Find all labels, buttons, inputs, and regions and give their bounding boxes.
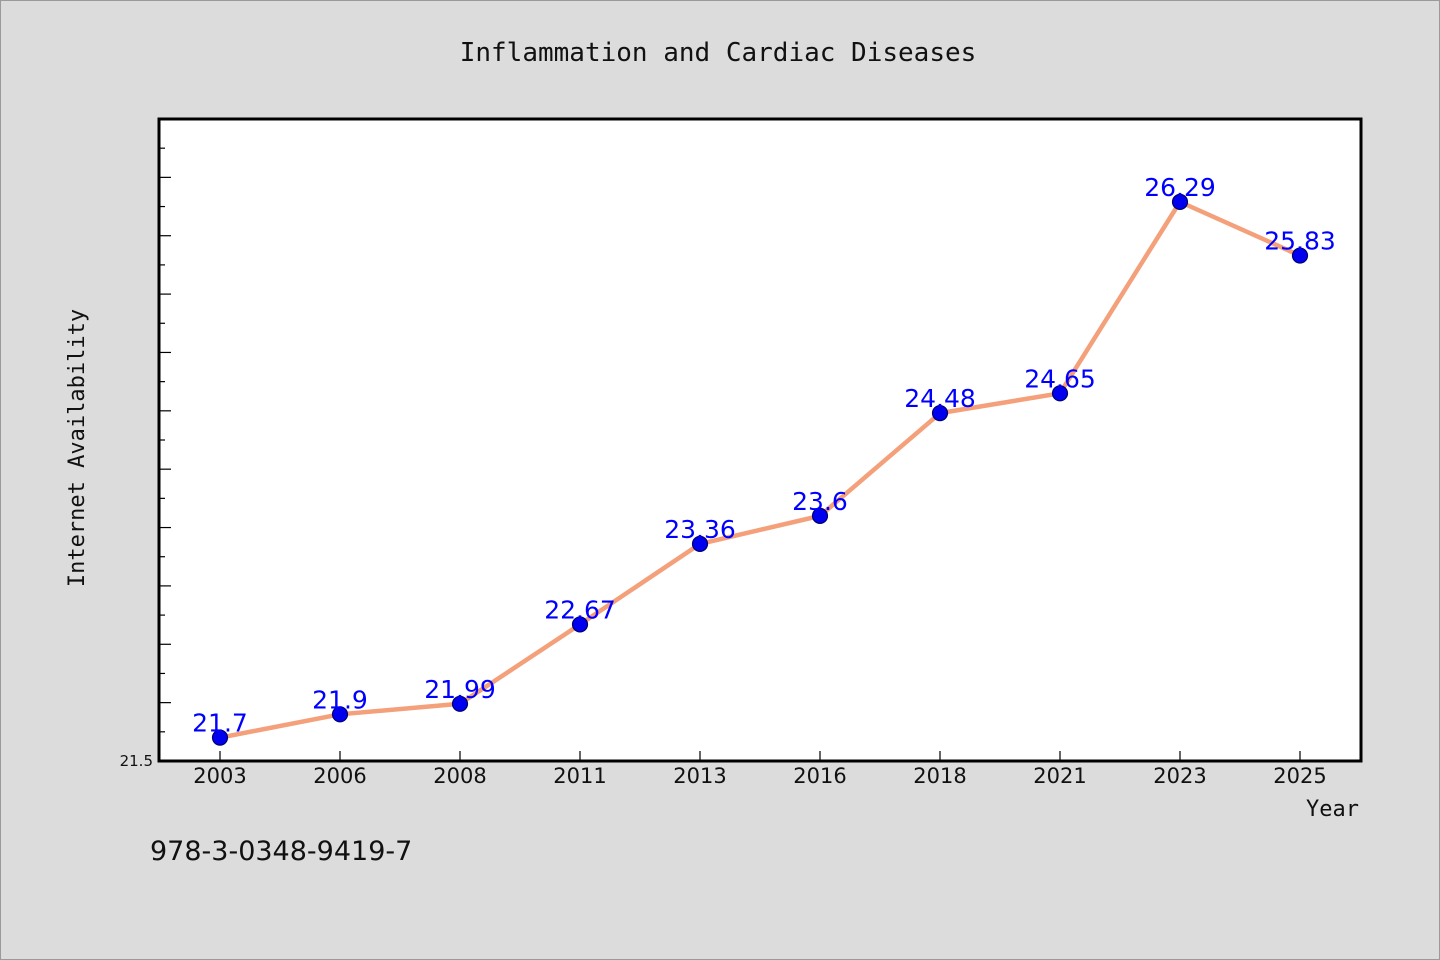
data-point (211, 729, 229, 746)
data-point (571, 616, 589, 633)
data-point (1171, 193, 1189, 210)
x-tick-label: 2021 (1033, 764, 1086, 788)
x-tick-label: 2016 (793, 764, 846, 788)
series-marker-layer (211, 193, 1309, 746)
x-axis-tick-labels: 2003 2006 2008 2011 2013 2016 2018 2021 2023 2025 (193, 751, 1327, 788)
x-tick-label: 2025 (1273, 764, 1326, 788)
x-tick-label: 2011 (553, 764, 606, 788)
data-point (331, 706, 349, 723)
data-label: 25.83 (1264, 227, 1336, 256)
data-label: 23.36 (664, 515, 736, 544)
data-label: 21.7 (192, 709, 248, 738)
data-label: 21.99 (424, 675, 496, 704)
x-tick-label: 2013 (673, 764, 726, 788)
data-label: 21.9 (312, 685, 368, 714)
data-label: 24.65 (1024, 364, 1096, 393)
x-tick-label: 2003 (193, 764, 246, 788)
data-label: 22.67 (544, 595, 616, 624)
data-point (451, 695, 469, 712)
chart-title: Inflammation and Cardiac Diseases (460, 38, 977, 68)
plot-area (157, 117, 1363, 763)
y-axis-ticks: 21.5 (120, 118, 171, 770)
data-label: 23.6 (792, 487, 848, 516)
series-line-layer (219, 199, 1301, 740)
data-point (811, 507, 829, 524)
data-label-layer: 21.7 21.9 21.99 22.67 23.36 23.6 24.48 24.65 26.… (192, 173, 1336, 738)
data-point (931, 405, 949, 422)
data-label: 26.29 (1144, 173, 1216, 202)
data-label: 24.48 (904, 384, 976, 413)
series-line (219, 199, 1301, 740)
data-point (1291, 247, 1309, 264)
x-tick-label: 2006 (313, 764, 366, 788)
data-point (1051, 385, 1069, 402)
data-point (691, 535, 709, 552)
x-tick-label: 2008 (433, 764, 486, 788)
x-tick-label: 2023 (1153, 764, 1206, 788)
x-tick-label: 2018 (913, 764, 966, 788)
x-axis-label: Year (1306, 797, 1359, 822)
y-tick-label: 21.5 (120, 752, 153, 770)
isbn-code: 978-3-0348-9419-7 (150, 836, 413, 867)
y-axis-label: Internet Availability (65, 309, 90, 587)
